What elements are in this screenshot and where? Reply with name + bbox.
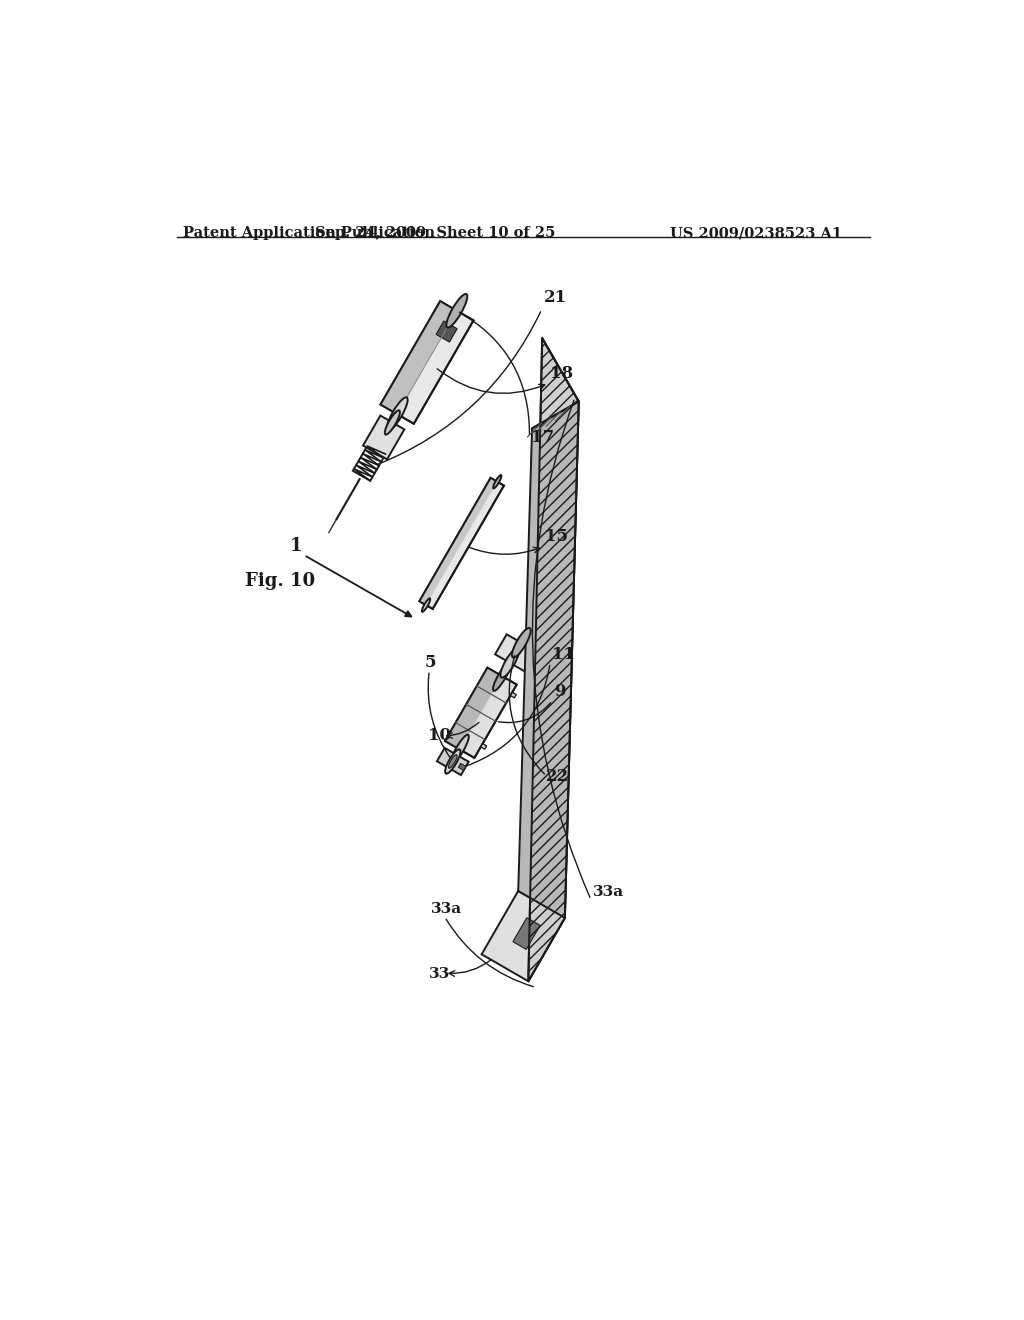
Ellipse shape xyxy=(493,661,511,690)
Polygon shape xyxy=(518,401,579,917)
Ellipse shape xyxy=(512,628,530,657)
Text: 10: 10 xyxy=(428,727,451,743)
Ellipse shape xyxy=(451,735,469,764)
Text: 21: 21 xyxy=(544,289,567,306)
Text: 17: 17 xyxy=(531,429,554,446)
Text: 18: 18 xyxy=(550,364,573,381)
Ellipse shape xyxy=(494,475,502,488)
Text: 5: 5 xyxy=(425,653,436,671)
Ellipse shape xyxy=(501,648,519,677)
Text: 33a: 33a xyxy=(431,902,462,916)
Polygon shape xyxy=(437,748,469,775)
Polygon shape xyxy=(364,416,404,459)
Text: US 2009/0238523 A1: US 2009/0238523 A1 xyxy=(670,226,842,240)
Polygon shape xyxy=(381,301,457,414)
Text: 1: 1 xyxy=(290,537,302,556)
Polygon shape xyxy=(496,635,536,672)
Text: 11: 11 xyxy=(552,645,574,663)
Polygon shape xyxy=(420,478,498,605)
Polygon shape xyxy=(459,763,466,771)
Polygon shape xyxy=(513,917,540,949)
Text: 15: 15 xyxy=(545,528,568,545)
Polygon shape xyxy=(445,668,502,750)
Text: Sep. 24, 2009  Sheet 10 of 25: Sep. 24, 2009 Sheet 10 of 25 xyxy=(314,226,555,240)
Polygon shape xyxy=(420,478,504,609)
Text: 33a: 33a xyxy=(593,886,624,899)
Text: 33: 33 xyxy=(429,968,451,982)
Ellipse shape xyxy=(385,411,400,434)
Polygon shape xyxy=(381,301,473,424)
Polygon shape xyxy=(436,321,457,342)
Ellipse shape xyxy=(446,294,467,327)
Text: Fig. 10: Fig. 10 xyxy=(245,572,314,590)
Ellipse shape xyxy=(387,397,408,430)
Ellipse shape xyxy=(422,598,430,611)
Polygon shape xyxy=(528,338,579,981)
Text: 9: 9 xyxy=(554,682,565,700)
Ellipse shape xyxy=(449,755,457,768)
Polygon shape xyxy=(445,668,517,758)
Polygon shape xyxy=(481,891,565,981)
Polygon shape xyxy=(480,743,486,750)
Text: Patent Application Publication: Patent Application Publication xyxy=(183,226,435,240)
Ellipse shape xyxy=(445,750,461,774)
Polygon shape xyxy=(510,692,516,698)
Text: 22: 22 xyxy=(547,767,569,784)
